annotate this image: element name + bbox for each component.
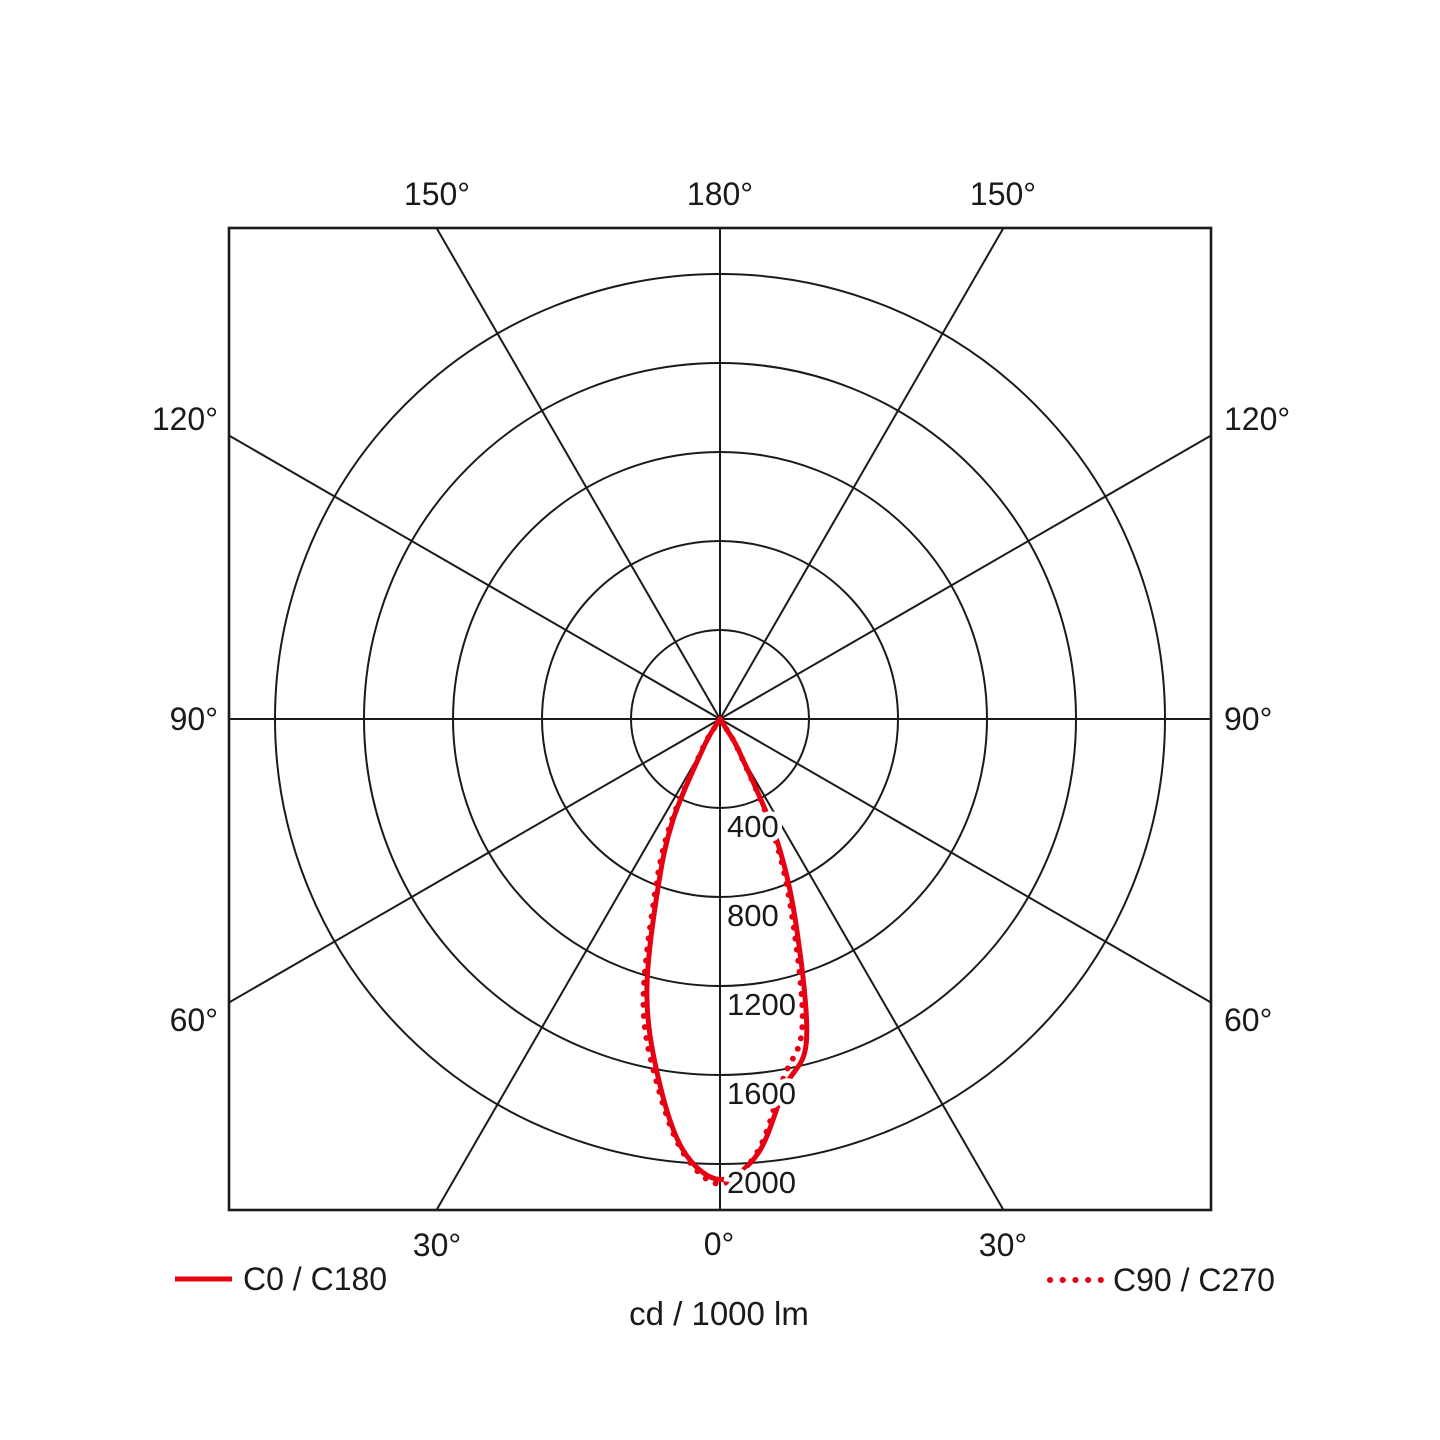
angle-label-bottom-right: 30°	[979, 1227, 1027, 1263]
radial-tick-label-800: 800	[727, 898, 779, 933]
grid-circle-2000	[274, 273, 1166, 1165]
legend-label-c90-c270: C90 / C270	[1113, 1262, 1275, 1298]
angle-label-top-left: 150°	[404, 176, 470, 212]
legend-label-c0-c180: C0 / C180	[243, 1261, 387, 1297]
unit-caption: cd / 1000 lm	[629, 1295, 809, 1332]
radial-tick-label-1600: 1600	[727, 1076, 796, 1111]
angle-label-top-center: 180°	[687, 176, 753, 212]
grid-circle-1600	[363, 362, 1077, 1076]
chart-border	[227, 226, 1213, 1212]
angle-label-bottom-center: 0°	[704, 1226, 735, 1262]
intensity-curves	[640, 716, 810, 1187]
grid-circle-800	[541, 540, 899, 898]
angle-label-right-60: 60°	[1224, 1002, 1272, 1038]
angle-label-left-90: 90°	[170, 701, 218, 737]
curve-c0-c180	[644, 716, 810, 1183]
angle-label-right-120: 120°	[1224, 401, 1290, 437]
grid-circle-1200	[452, 451, 988, 987]
radial-tick-label-2000: 2000	[727, 1165, 796, 1200]
radial-tick-label-400: 400	[727, 809, 779, 844]
angle-label-right-90: 90°	[1224, 701, 1272, 737]
radial-tick-labels: 400 800 1200 1600 2000	[723, 805, 801, 1205]
legend: C0 / C180 C90 / C270	[175, 1261, 1275, 1298]
angle-label-left-60: 60°	[170, 1002, 218, 1038]
grid-circle-400	[630, 629, 810, 809]
radial-tick-label-1200: 1200	[727, 987, 796, 1022]
angle-label-top-right: 150°	[970, 176, 1036, 212]
angle-label-bottom-left: 30°	[413, 1227, 461, 1263]
curve-c90-c270	[640, 716, 806, 1187]
angle-labels: 150° 180° 150° 120° 90° 60° 120° 90° 60°…	[149, 173, 1293, 1266]
angle-label-left-120: 120°	[152, 401, 218, 437]
